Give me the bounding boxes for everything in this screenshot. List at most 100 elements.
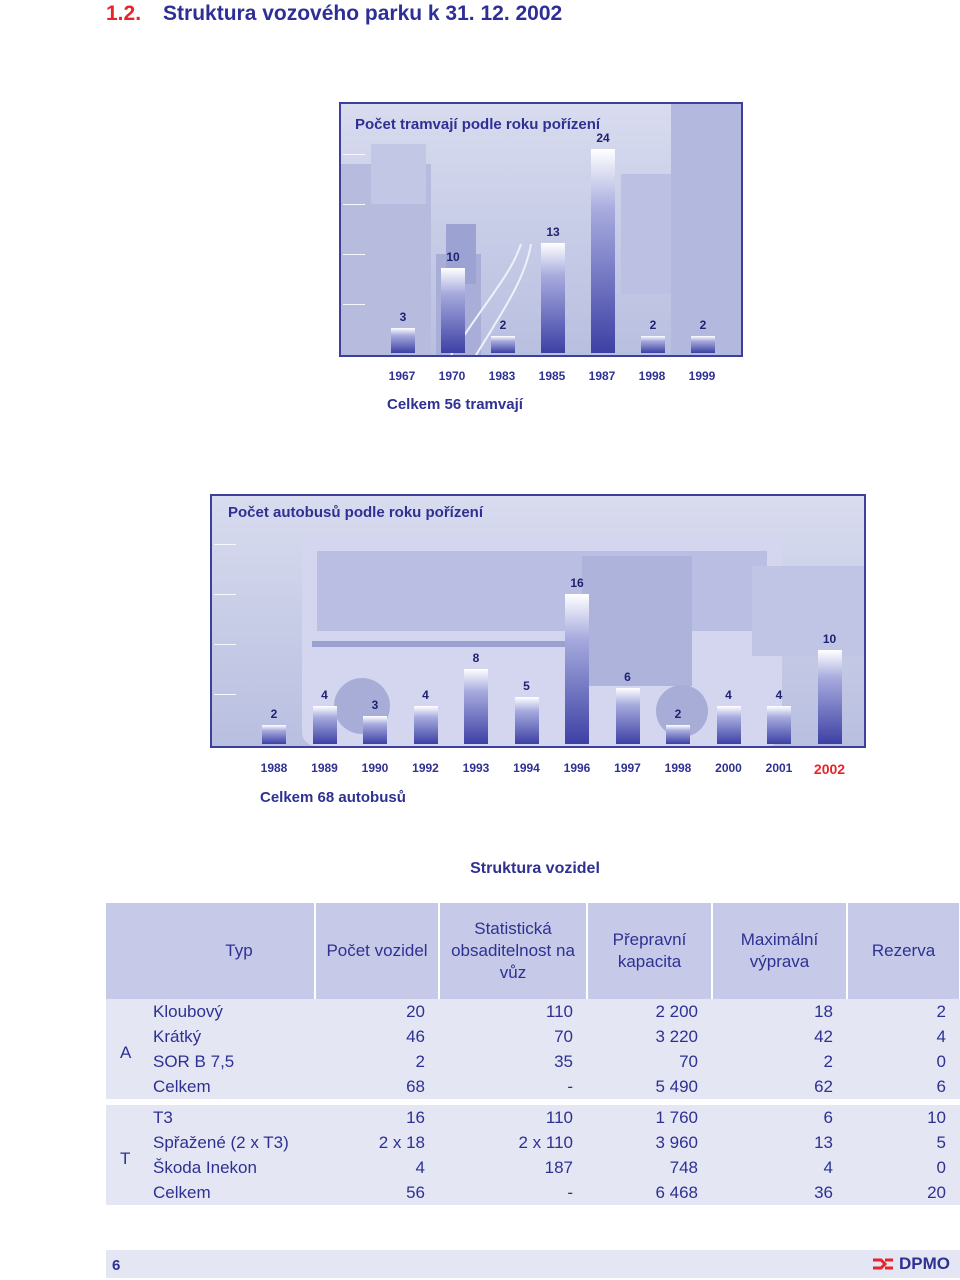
value-cell: 2 <box>847 999 960 1024</box>
value-cell: 16 <box>315 1105 439 1130</box>
type-cell: Krátký <box>106 1024 315 1049</box>
x-tick-label: 1988 <box>260 761 288 775</box>
x-tick-label: 1998 <box>664 761 692 775</box>
value-cell: 70 <box>587 1049 712 1074</box>
x-tick-label: 1989 <box>311 761 338 775</box>
tram-total: Celkem 56 tramvají <box>387 396 523 413</box>
dpmo-logo-icon <box>873 1258 893 1270</box>
x-tick-label: 1993 <box>462 761 490 775</box>
value-cell: 748 <box>587 1155 712 1180</box>
value-cell: 110 <box>439 999 587 1024</box>
value-cell: 20 <box>315 999 439 1024</box>
value-cell: 20 <box>847 1180 960 1205</box>
tram-axis-tick <box>343 304 365 305</box>
value-cell: 1 760 <box>587 1105 712 1130</box>
bar-value-label: 10 <box>822 632 837 646</box>
table-row: Spřažené (2 x T3) 2 x 18 2 x 110 3 960 13 5 <box>106 1130 960 1155</box>
value-cell: 35 <box>439 1049 587 1074</box>
section-number: 1.2. <box>106 2 142 25</box>
bus-axis-tick <box>214 694 236 695</box>
bar-2000 <box>716 706 741 744</box>
x-tick-label: 1994 <box>513 761 540 775</box>
value-cell: 2 x 18 <box>315 1130 439 1155</box>
bar-1967 <box>391 327 415 353</box>
value-cell: 6 468 <box>587 1180 712 1205</box>
bar-1996 <box>565 593 589 744</box>
bar-value-label: 4 <box>775 688 783 703</box>
table-row: Krátký 46 70 3 220 42 4 <box>106 1024 960 1049</box>
page-number: 6 <box>112 1257 121 1274</box>
bar-1989 <box>312 706 337 744</box>
value-cell: 3 960 <box>587 1130 712 1155</box>
column-header: Statistická obsaditelnost na vůz <box>439 903 588 999</box>
bar-2001 <box>767 706 791 744</box>
bar-1970 <box>441 268 465 353</box>
vehicle-structure-table: Typ Počet vozidel Statistická obsaditelnos… <box>106 903 960 1205</box>
value-cell: 5 <box>847 1130 960 1155</box>
x-tick-label: 1990 <box>361 761 389 775</box>
bar-value-label: 2 <box>499 318 507 332</box>
value-cell: 6 <box>847 1074 960 1099</box>
bar-1985 <box>541 242 565 353</box>
bar-value-label: 10 <box>446 250 460 264</box>
bus-chart-title: Počet autobusů podle roku pořízení <box>228 504 484 521</box>
footer-band <box>106 1250 960 1278</box>
value-cell: 68 <box>315 1074 439 1099</box>
bar-1983 <box>491 336 515 353</box>
table-row: Kloubový A 20 110 2 200 18 2 <box>106 999 960 1062</box>
column-header: Typ <box>106 903 316 999</box>
type-cell: T3 T <box>106 1105 315 1168</box>
x-tick-label: 1987 <box>588 369 616 383</box>
value-cell: 5 490 <box>587 1074 712 1099</box>
value-cell: 13 <box>712 1130 847 1155</box>
type-cell: Celkem <box>106 1180 315 1205</box>
value-cell: 2 x 110 <box>439 1130 587 1155</box>
tram-chart-title: Počet tramvají podle roku pořízení <box>355 116 601 133</box>
value-cell: 10 <box>847 1105 960 1130</box>
bar-value-label: 8 <box>472 650 480 665</box>
value-cell: 42 <box>712 1024 847 1049</box>
bar-value-label: 4 <box>422 688 429 703</box>
value-cell: 110 <box>439 1105 587 1130</box>
type-cell: Spřažené (2 x T3) <box>106 1130 315 1155</box>
bar-1988 <box>262 725 286 744</box>
bar-1998 <box>641 336 665 353</box>
table-row: Celkem 68-5 490 62 6 <box>106 1074 960 1099</box>
value-cell: 4 <box>712 1155 847 1180</box>
value-cell: 18 <box>712 999 847 1024</box>
x-tick-label: 1992 <box>412 761 439 775</box>
value-cell: 46 <box>315 1024 439 1049</box>
type-cell: Škoda Inekon <box>106 1155 315 1180</box>
x-tick-label: 1967 <box>388 369 416 383</box>
bar-value-label: 6 <box>624 669 631 684</box>
tram-axis-tick <box>343 204 365 205</box>
bar-1994 <box>514 697 539 744</box>
bar-value-label: 4 <box>725 688 732 703</box>
x-tick-label: 2001 <box>765 761 793 775</box>
tram-axis-tick <box>343 254 365 255</box>
bus-axis-tick <box>214 644 236 645</box>
bar-value-label: 2 <box>649 318 657 332</box>
column-header: Počet vozidel <box>315 903 440 999</box>
x-tick-label: 1983 <box>488 369 516 383</box>
value-cell: 2 <box>315 1049 439 1074</box>
value-cell: 2 <box>712 1049 847 1074</box>
x-tick-label: 2002 <box>813 761 846 777</box>
value-cell: 62 <box>712 1074 847 1099</box>
x-tick-label: 1997 <box>614 761 641 775</box>
dpmo-logo-text: DPMO <box>899 1254 950 1273</box>
section-title: Struktura vozového parku k 31. 12. 2002 <box>163 2 563 25</box>
x-tick-label: 1985 <box>538 369 566 383</box>
bar-2002 <box>817 650 842 744</box>
bus-total: Celkem 68 autobusů <box>260 789 406 806</box>
value-cell: - <box>439 1180 587 1205</box>
bar-1993 <box>464 668 488 744</box>
section-heading: 1.2. Struktura vozového parku k 31. 12. 2… <box>106 2 562 26</box>
value-cell: 6 <box>712 1105 847 1130</box>
tram-axis-tick <box>343 154 365 155</box>
bar-1999 <box>691 336 715 353</box>
bar-1992 <box>413 706 438 744</box>
bar-value-label: 24 <box>596 131 610 145</box>
column-header: Přepravní kapacita <box>587 903 713 999</box>
x-tick-label: 1970 <box>438 369 466 383</box>
